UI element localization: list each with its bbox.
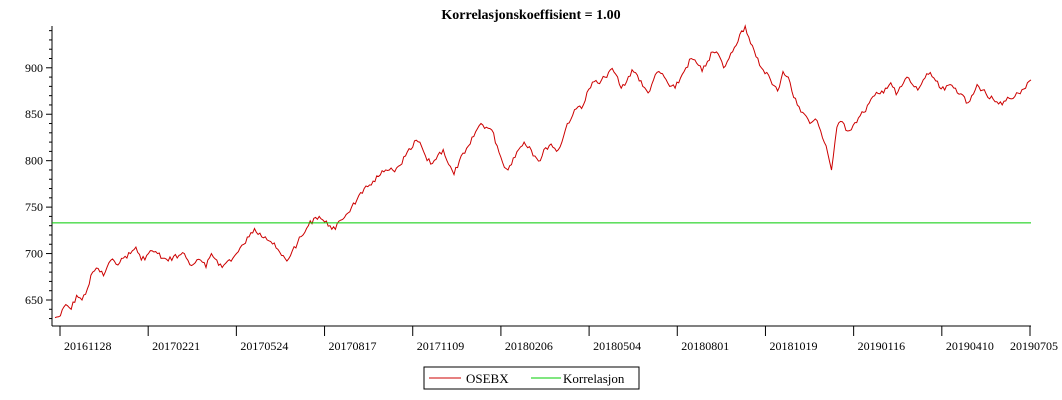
x-tick-label: 20190705 — [1010, 339, 1058, 353]
y-tick-label: 850 — [25, 107, 43, 121]
legend-label-korrelasjon: Korrelasjon — [563, 371, 625, 386]
y-tick-label: 750 — [25, 200, 43, 214]
x-tick-label: 20180801 — [681, 339, 729, 353]
x-tick-label: 20170817 — [329, 339, 377, 353]
y-axis-ticks: 650 700 750 800 850 900 — [25, 30, 52, 320]
y-tick-label: 650 — [25, 293, 43, 307]
y-tick-label: 800 — [25, 154, 43, 168]
x-axis-ticks: 20161128 20170221 20170524 20170817 20171109… — [59, 326, 1058, 353]
x-tick-label: 20190116 — [858, 339, 906, 353]
x-tick-label: 20180504 — [593, 339, 641, 353]
y-tick-label: 900 — [25, 61, 43, 75]
legend-label-osebx: OSEBX — [466, 371, 509, 386]
legend: OSEBX Korrelasjon — [423, 366, 640, 390]
x-tick-label: 20170221 — [152, 339, 200, 353]
x-tick-label: 20161128 — [64, 339, 112, 353]
series-group — [52, 24, 1032, 319]
y-tick-label: 700 — [25, 247, 43, 261]
x-tick-label: 20190410 — [946, 339, 994, 353]
x-tick-label: 20170524 — [240, 339, 288, 353]
series-line-osebx — [54, 24, 1032, 319]
x-tick-label: 20181019 — [769, 339, 817, 353]
chart-title: Korrelasjonskoeffisient = 1.00 — [441, 8, 620, 23]
x-tick-label: 20171109 — [417, 339, 465, 353]
x-tick-label: 20180206 — [505, 339, 553, 353]
